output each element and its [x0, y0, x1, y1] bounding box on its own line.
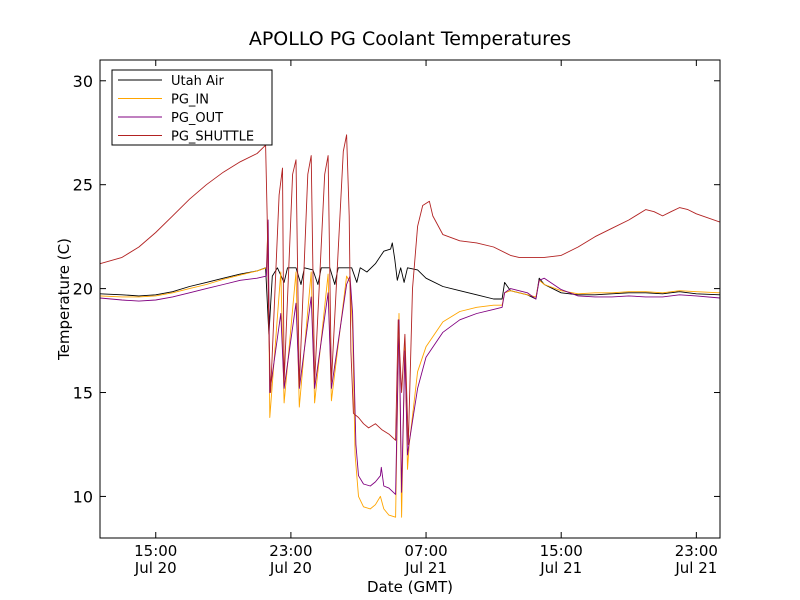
x-tick-label-time: 07:00: [404, 542, 447, 560]
legend-label: PG_OUT: [171, 111, 223, 126]
legend-label: PG_SHUTTLE: [171, 130, 254, 145]
x-tick-label-date: Jul 20: [134, 559, 177, 577]
y-tick-label: 10: [73, 487, 93, 506]
x-tick-label-time: 23:00: [269, 542, 312, 560]
x-tick-label-date: Jul 21: [539, 559, 582, 577]
y-axis: 10 15 20 25 30: [73, 72, 720, 506]
x-tick-label-time: 15:00: [134, 542, 177, 560]
plot-frame: [99, 59, 721, 539]
series-group: [100, 134, 720, 518]
y-tick-label: 30: [73, 72, 93, 91]
legend-label: PG_IN: [171, 93, 209, 108]
x-tick-label-date: Jul 20: [269, 559, 312, 577]
series-line-pg-shuttle: [100, 134, 720, 445]
series-line-utah-air: [100, 242, 720, 335]
x-tick-label-time: 23:00: [675, 542, 718, 560]
x-axis-label: Date (GMT): [367, 578, 453, 596]
legend: Utah Air PG_IN PG_OUT PG_SHUTTLE: [111, 69, 273, 146]
y-tick-label: 25: [73, 176, 93, 195]
x-tick-label-date: Jul 21: [404, 559, 447, 577]
series-line-pg-out: [100, 219, 720, 495]
x-tick-label-time: 15:00: [540, 542, 583, 560]
chart-title: APOLLO PG Coolant Temperatures: [249, 28, 571, 50]
legend-box: [111, 69, 273, 146]
y-tick-label: 20: [73, 280, 93, 299]
x-tick-label-date: Jul 21: [674, 559, 717, 577]
y-tick-label: 15: [73, 384, 93, 403]
y-axis-label: Temperature (C): [55, 238, 73, 361]
legend-label: Utah Air: [171, 74, 224, 89]
